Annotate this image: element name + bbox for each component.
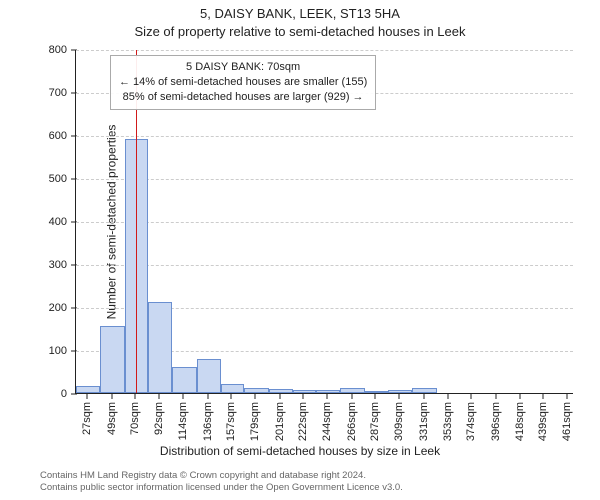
page-title-address: 5, DAISY BANK, LEEK, ST13 5HA <box>0 6 600 21</box>
x-tick-label: 418sqm <box>514 402 526 441</box>
gridline <box>76 179 573 180</box>
histogram-bar <box>221 384 244 393</box>
histogram-bar <box>388 390 412 393</box>
x-tick-mark <box>231 393 232 399</box>
gridline <box>76 136 573 137</box>
x-tick-label: 461sqm <box>561 402 573 441</box>
y-tick-label: 600 <box>49 130 67 142</box>
attribution-line2: Contains public sector information licen… <box>40 482 580 494</box>
histogram-bar <box>269 389 293 393</box>
x-tick-label: 309sqm <box>393 402 405 441</box>
x-tick-label: 114sqm <box>177 402 189 440</box>
x-tick-label: 374sqm <box>465 402 477 441</box>
x-tick-mark <box>495 393 496 399</box>
annotation-line3: 85% of semi-detached houses are larger (… <box>119 90 367 105</box>
x-tick-mark <box>447 393 448 399</box>
histogram-bar <box>100 326 124 393</box>
y-tick-label: 200 <box>49 302 67 314</box>
histogram-bar <box>76 386 100 393</box>
x-tick-mark <box>471 393 472 399</box>
annotation-line2: ← 14% of semi-detached houses are smalle… <box>119 75 367 90</box>
x-tick-label: 157sqm <box>225 402 237 441</box>
y-tick-label: 400 <box>49 216 67 228</box>
x-tick-mark <box>519 393 520 399</box>
annotation-box: 5 DAISY BANK: 70sqm ← 14% of semi-detach… <box>110 55 376 110</box>
attribution: Contains HM Land Registry data © Crown c… <box>40 470 580 494</box>
y-tick-label: 300 <box>49 259 67 271</box>
x-tick-mark <box>327 393 328 399</box>
x-tick-label: 27sqm <box>81 402 93 435</box>
x-tick-mark <box>255 393 256 399</box>
histogram-bar <box>316 390 340 393</box>
y-tick-label: 800 <box>49 44 67 56</box>
page-root: 5, DAISY BANK, LEEK, ST13 5HA Size of pr… <box>0 0 600 500</box>
x-tick-mark <box>399 393 400 399</box>
y-tick-label: 700 <box>49 87 67 99</box>
histogram-bar <box>148 302 172 393</box>
histogram-bar <box>244 388 268 393</box>
x-ticks: 27sqm 49sqm 70sqm 92sqm 114sqm 136sqm 157sqm 17… <box>75 394 573 444</box>
histogram-bar <box>293 390 316 393</box>
x-tick-mark <box>543 393 544 399</box>
histogram-bar <box>365 391 388 393</box>
x-axis-label: Distribution of semi-detached houses by … <box>0 444 600 458</box>
histogram-bar <box>340 388 364 393</box>
x-tick-label: 396sqm <box>490 402 502 441</box>
y-ticks: 0100200300400500600700800 <box>0 50 75 394</box>
x-tick-mark <box>159 393 160 399</box>
histogram-bar <box>172 367 196 393</box>
x-tick-mark <box>134 393 135 399</box>
y-tick-label: 500 <box>49 173 67 185</box>
x-tick-mark <box>87 393 88 399</box>
x-tick-label: 353sqm <box>442 402 454 441</box>
annotation-line1: 5 DAISY BANK: 70sqm <box>119 60 367 75</box>
histogram-bar <box>412 388 436 393</box>
x-tick-label: 70sqm <box>129 402 141 435</box>
histogram-bar <box>197 359 221 393</box>
gridline <box>76 222 573 223</box>
x-tick-label: 222sqm <box>297 402 309 441</box>
y-tick-label: 0 <box>61 388 67 400</box>
page-title-main: Size of property relative to semi-detach… <box>0 24 600 39</box>
attribution-line1: Contains HM Land Registry data © Crown c… <box>40 470 580 482</box>
x-tick-mark <box>207 393 208 399</box>
x-tick-label: 331sqm <box>418 402 430 441</box>
x-tick-mark <box>111 393 112 399</box>
x-tick-label: 49sqm <box>106 402 118 435</box>
y-tick-label: 100 <box>49 345 67 357</box>
x-tick-label: 179sqm <box>249 402 261 441</box>
x-tick-mark <box>183 393 184 399</box>
x-tick-label: 201sqm <box>274 402 286 441</box>
x-tick-mark <box>567 393 568 399</box>
gridline <box>76 50 573 51</box>
x-tick-mark <box>279 393 280 399</box>
x-tick-mark <box>423 393 424 399</box>
x-tick-mark <box>351 393 352 399</box>
x-tick-label: 92sqm <box>153 402 165 435</box>
x-tick-label: 287sqm <box>369 402 381 441</box>
x-tick-label: 136sqm <box>202 402 214 441</box>
gridline <box>76 265 573 266</box>
x-tick-label: 266sqm <box>346 402 358 441</box>
x-tick-mark <box>302 393 303 399</box>
x-tick-mark <box>374 393 375 399</box>
x-tick-label: 439sqm <box>537 402 549 441</box>
x-tick-label: 244sqm <box>321 402 333 441</box>
